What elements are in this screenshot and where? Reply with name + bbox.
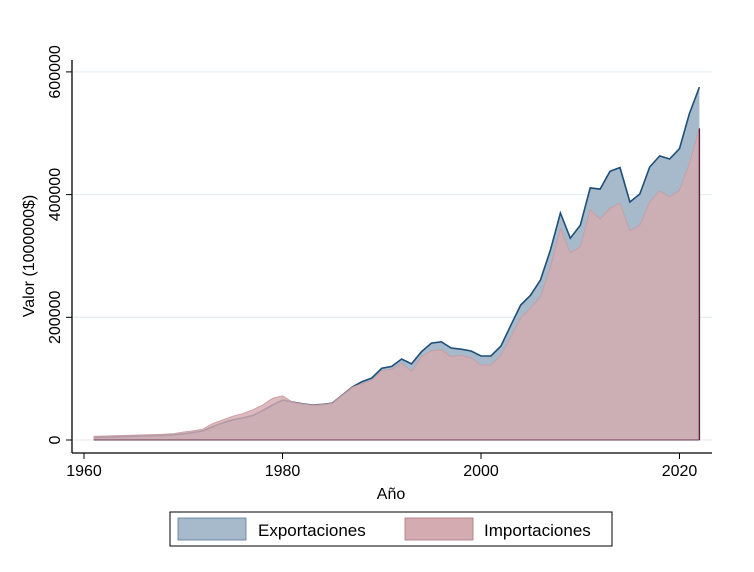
- axes: [71, 60, 712, 454]
- y-tick-label: 400000: [47, 168, 64, 221]
- x-tick-label: 2020: [662, 463, 698, 480]
- x-tick-label: 2000: [463, 463, 499, 480]
- legend-label-exportaciones: Exportaciones: [258, 521, 366, 540]
- x-tick-label: 1980: [265, 463, 301, 480]
- legend: Exportaciones Importaciones: [169, 511, 613, 547]
- x-axis-title: Año: [377, 486, 406, 503]
- y-axis-title: Valor (1000000$): [21, 195, 38, 317]
- series-areas: [93, 86, 701, 441]
- legend-swatch-importaciones: [404, 517, 474, 541]
- x-tick-label: 1960: [66, 463, 102, 480]
- ticks: 0 200000 400000 600000 1960 1980 2000 2020: [47, 45, 697, 480]
- y-tick-label: 0: [47, 435, 64, 444]
- area-importaciones: [93, 128, 700, 441]
- y-tick-label: 200000: [47, 291, 64, 344]
- legend-label-importaciones: Importaciones: [484, 521, 591, 540]
- y-tick-label: 600000: [47, 45, 64, 98]
- legend-swatch-exportaciones: [177, 517, 247, 541]
